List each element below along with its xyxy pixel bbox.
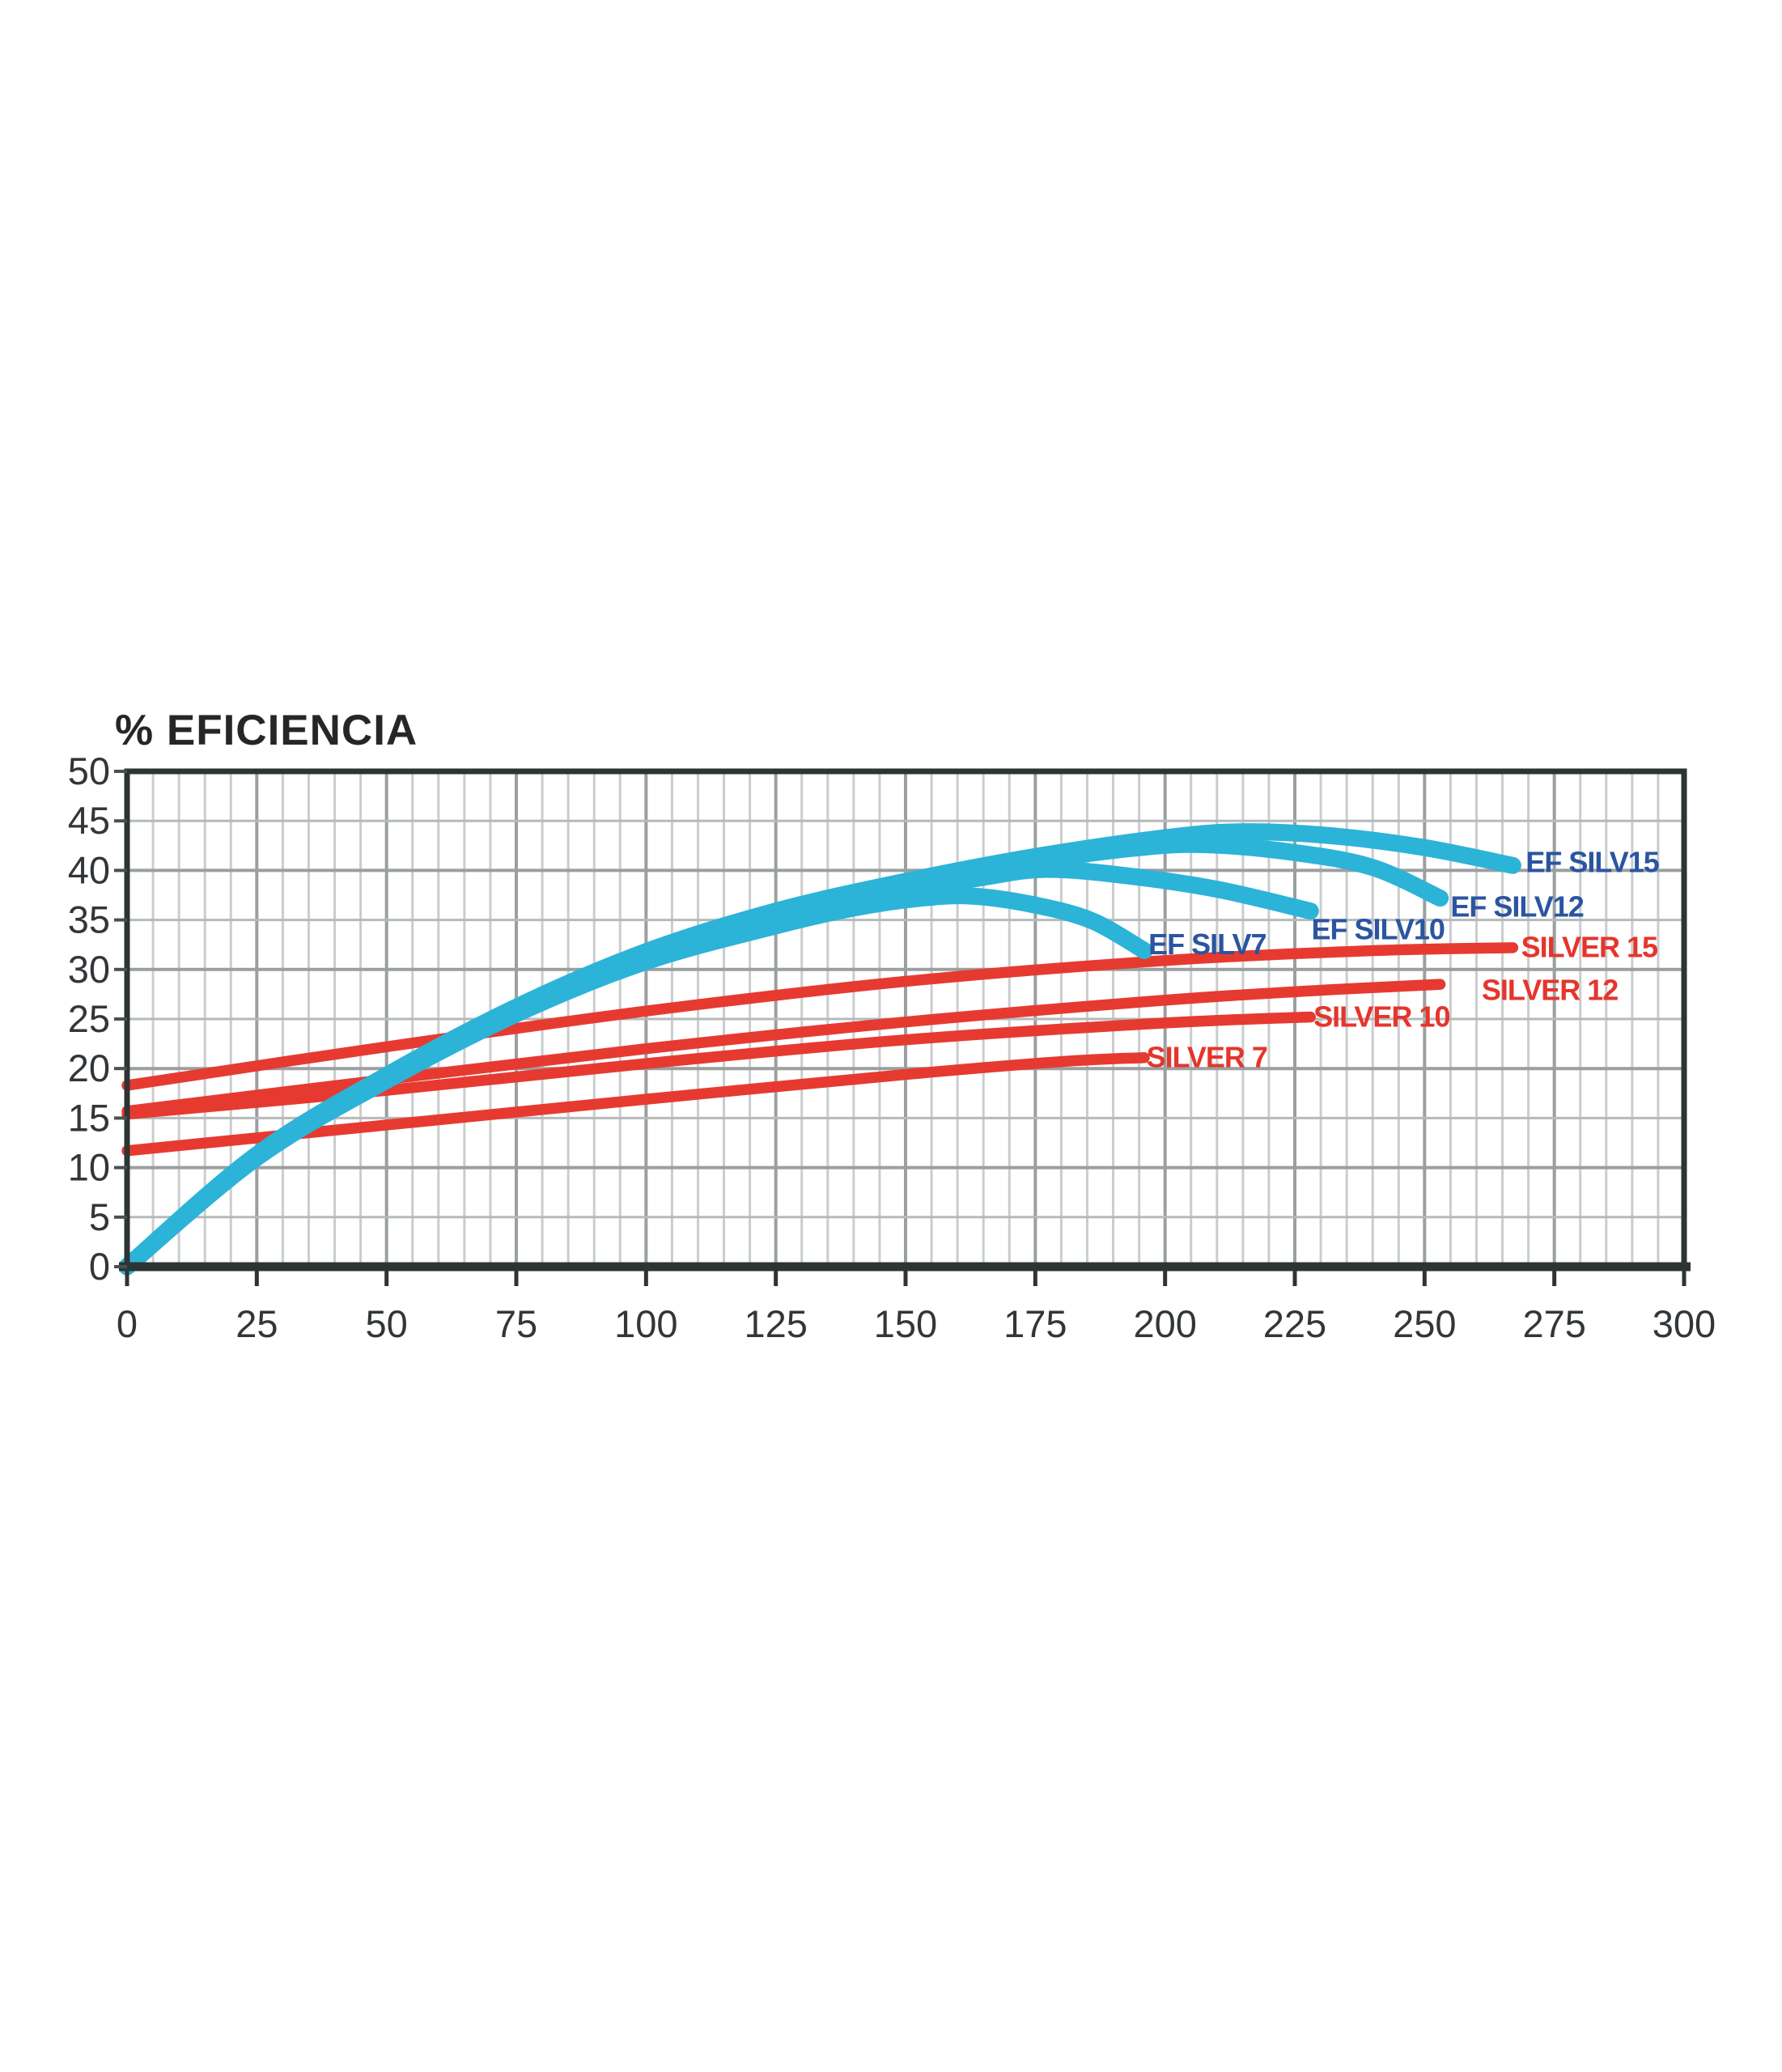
- x-tick-label: 0: [117, 1302, 138, 1345]
- series-label-ef-silv10: EF SILV10: [1312, 913, 1445, 946]
- x-tick-label: 250: [1393, 1302, 1456, 1345]
- curve-silver-7: [121, 1051, 1150, 1157]
- series-label-ef-silv12: EF SILV12: [1450, 890, 1583, 923]
- curve-ef-silv15: [118, 823, 1521, 1276]
- y-tick-label: 35: [68, 898, 110, 941]
- x-tick-label: 75: [495, 1302, 537, 1345]
- y-tick-label: 30: [68, 948, 110, 991]
- series-label-silver-7: SILVER 7: [1147, 1041, 1267, 1074]
- x-tick-label: 275: [1522, 1302, 1585, 1345]
- x-tick-label: 175: [1003, 1302, 1067, 1345]
- curve-silver-15: [121, 942, 1519, 1091]
- x-tick-label: 100: [614, 1302, 677, 1345]
- x-tick-label: 225: [1263, 1302, 1326, 1345]
- series-label-silver-10: SILVER 10: [1313, 1000, 1449, 1033]
- chart-title: % EFICIENCIA: [115, 707, 418, 754]
- series-label-ef-silv7: EF SILV7: [1148, 928, 1266, 961]
- y-tick-label: 40: [68, 848, 110, 891]
- y-tick-label: 0: [89, 1245, 110, 1288]
- x-tick-label: 200: [1133, 1302, 1196, 1345]
- y-tick-label: 25: [68, 997, 110, 1040]
- series-label-silver-12: SILVER 12: [1482, 973, 1618, 1006]
- series-label-ef-silv15: EF SILV15: [1525, 845, 1659, 878]
- x-tick-label: 50: [366, 1302, 408, 1345]
- y-tick-label: 5: [89, 1195, 110, 1238]
- y-tick-label: 20: [68, 1047, 110, 1089]
- y-tick-label: 45: [68, 799, 110, 842]
- y-tick-label: 50: [68, 749, 110, 792]
- y-tick-label: 15: [68, 1096, 110, 1139]
- x-tick-label: 125: [744, 1302, 807, 1345]
- series-label-silver-15: SILVER 15: [1521, 931, 1658, 964]
- x-tick-label: 150: [874, 1302, 937, 1345]
- y-tick-label: 10: [68, 1146, 110, 1189]
- x-tick-label: 25: [235, 1302, 278, 1345]
- x-tick-label: 300: [1653, 1302, 1716, 1345]
- curve-silver-10: [121, 1011, 1316, 1120]
